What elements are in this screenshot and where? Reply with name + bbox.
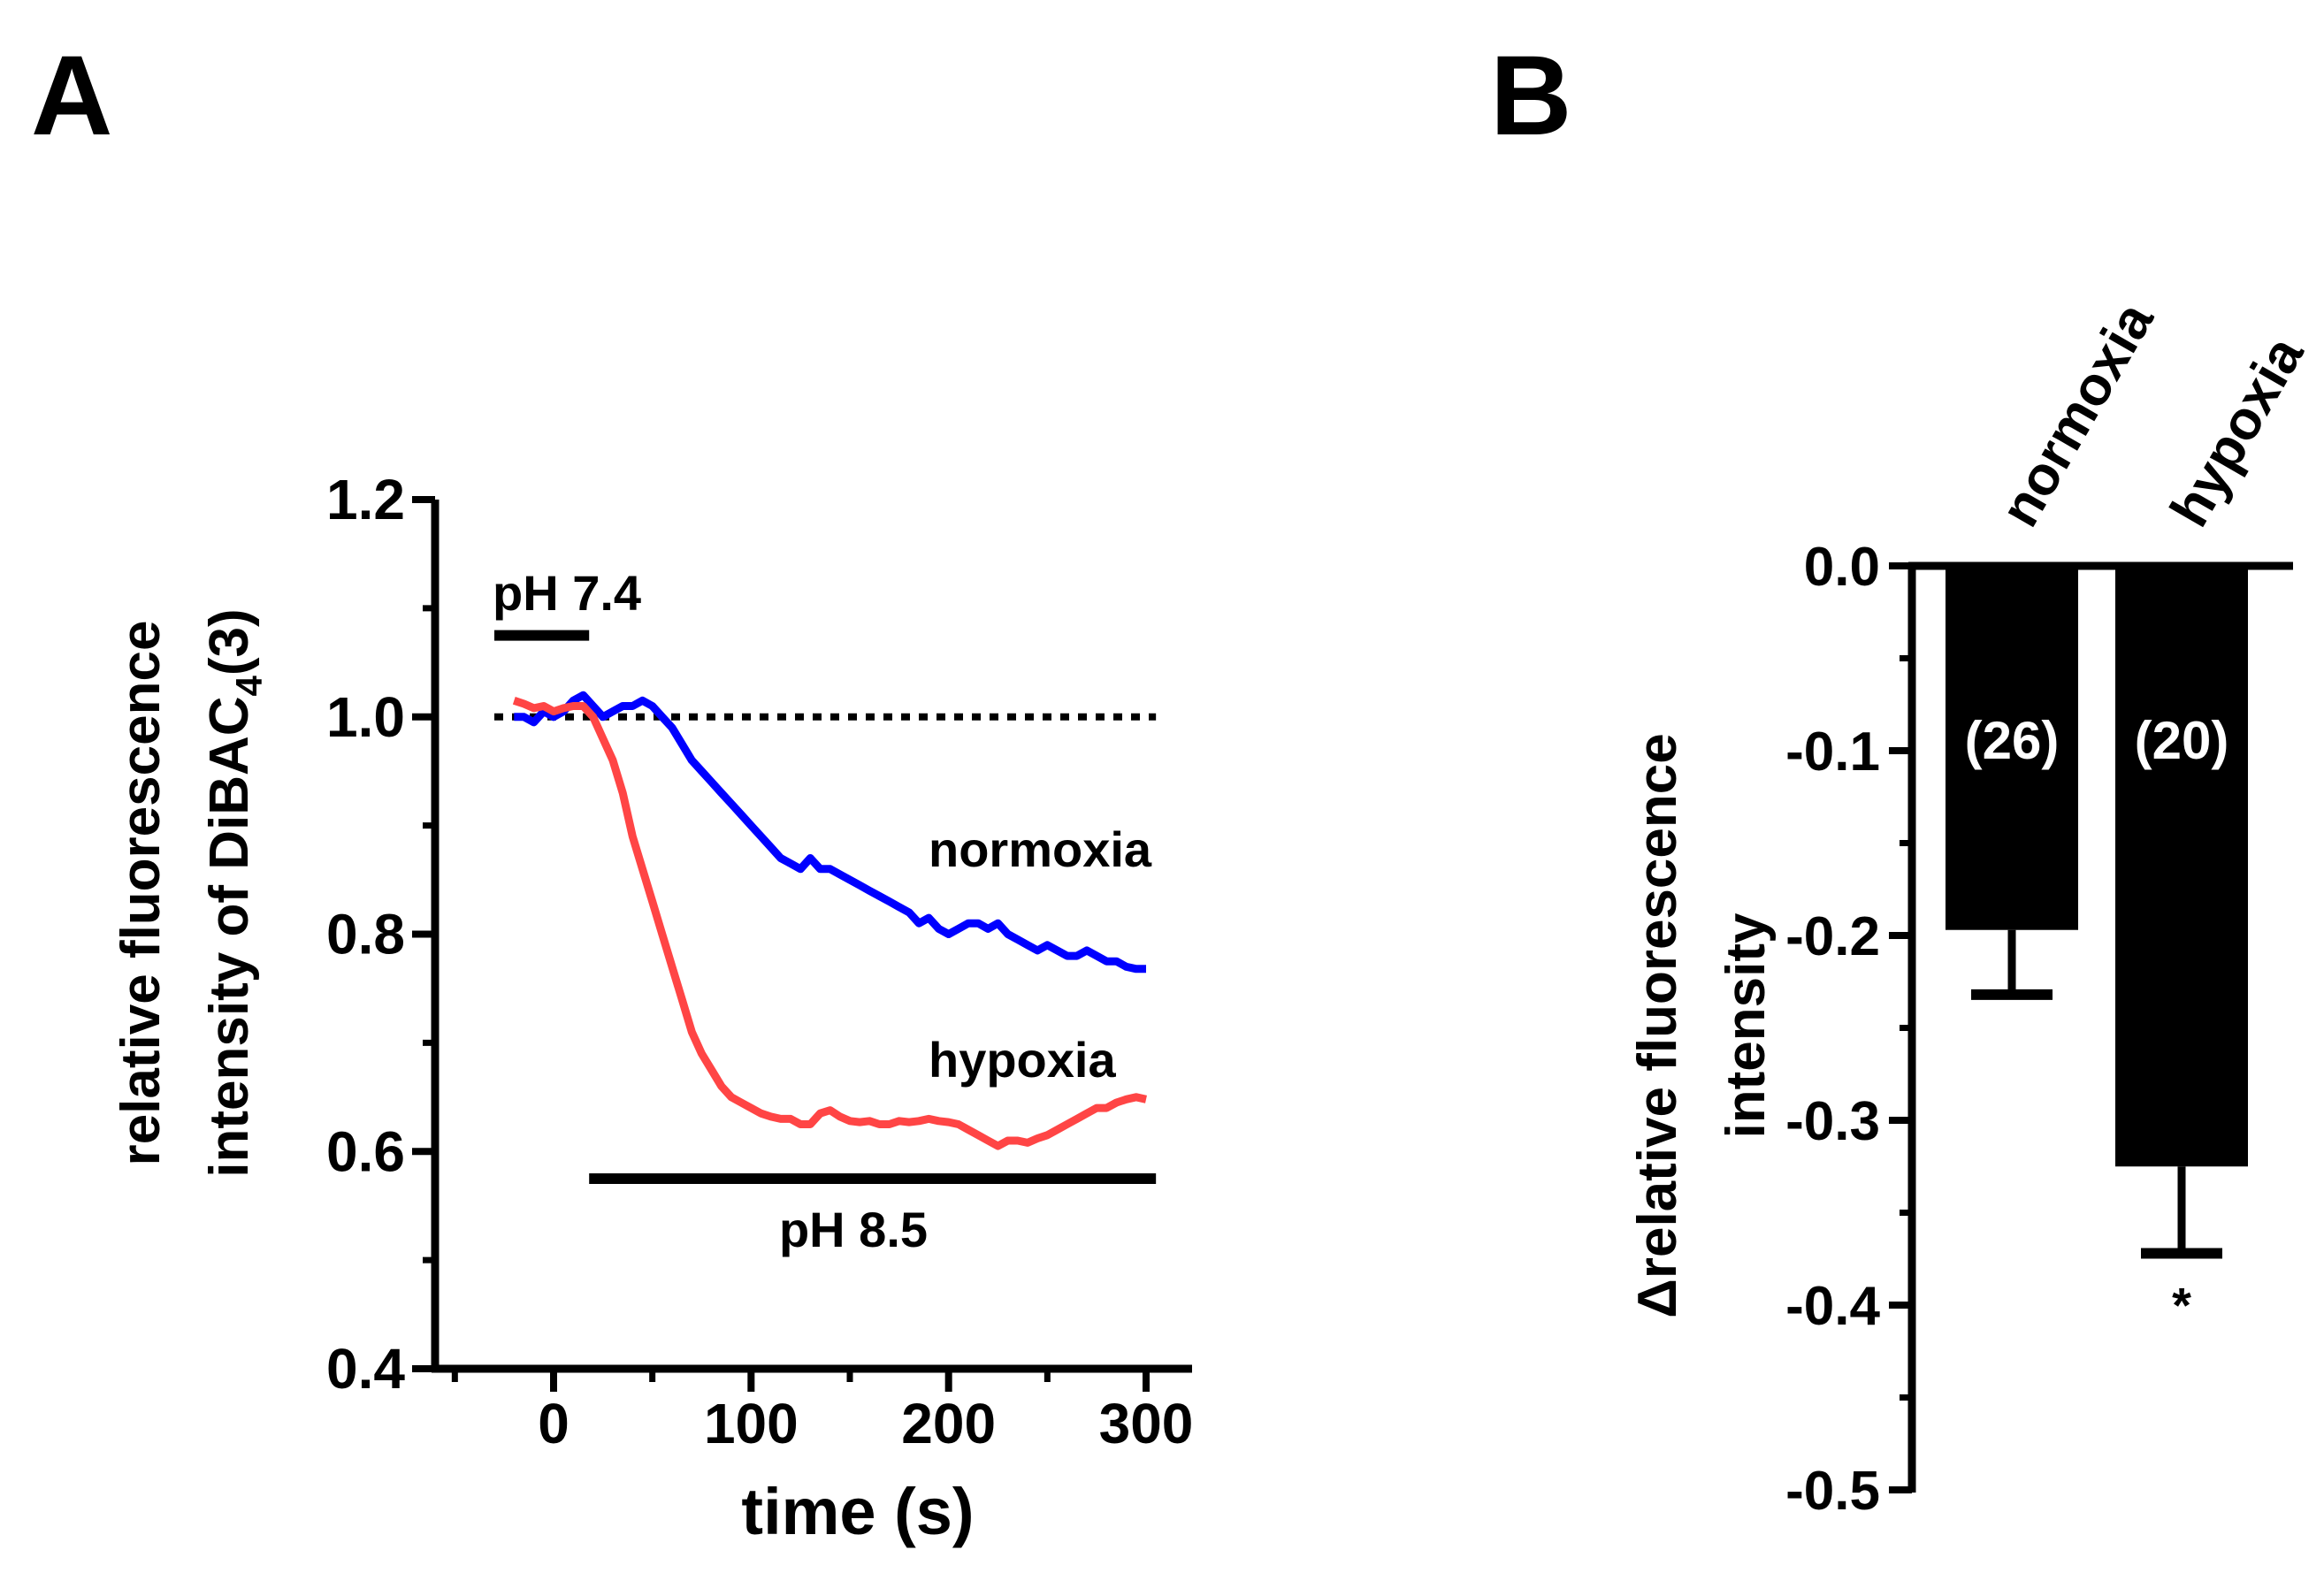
panel-a-y-axis-label-line2: intensity of DiBAC4(3) — [199, 608, 270, 1177]
panel-a-chart: 0.40.60.81.01.20 100 200 300 pH 7.4 pH 8.5 … — [111, 468, 1193, 1548]
series-line-hypoxia — [512, 697, 1147, 1150]
series-label-normoxia: normoxia — [929, 821, 1152, 877]
panel-label-b: B — [1490, 33, 1571, 159]
series-label-hypoxia: hypoxia — [929, 1032, 1116, 1088]
ph85-label: pH 8.5 — [779, 1202, 928, 1257]
panel-b-y-axis-label-line2: intensity — [1716, 912, 1777, 1138]
panel-b-y-tick-label: -0.2 — [1785, 906, 1880, 967]
category-label-hypoxia: hypoxia — [2159, 326, 2315, 537]
panel-b-y-tick-label: -0.1 — [1785, 722, 1880, 783]
panel-a-y-tick-label: 1.0 — [326, 685, 405, 749]
panel-b-y-tick-label: -0.3 — [1785, 1091, 1880, 1152]
panel-a-x-tick-label: 100 — [704, 1392, 799, 1455]
series-line-normoxia — [514, 691, 1146, 974]
panel-label-a: A — [31, 33, 112, 159]
panel-a-x-tick-label: 0 — [538, 1392, 570, 1455]
panel-b-y-tick-label: -0.5 — [1785, 1461, 1880, 1522]
n-label-normoxia: (26) — [1965, 711, 2060, 770]
panel-a-x-tick-label: 200 — [901, 1392, 996, 1455]
panel-b-chart: 0.0 -0.1 -0.2 -0.3 -0.4 -0.5 (26) normoxia (20)… — [1627, 292, 2316, 1522]
panel-a-y-axis-label-sub: 4 — [228, 675, 270, 696]
panel-a-y-axis-label-suffix: (3) — [199, 608, 260, 676]
bar-normoxia — [1946, 566, 2078, 930]
n-label-hypoxia: (20) — [2135, 711, 2229, 770]
panel-a-x-tick-label: 300 — [1099, 1392, 1194, 1455]
panel-a-y-tick-label: 0.4 — [326, 1337, 405, 1401]
ph74-label: pH 7.4 — [493, 565, 641, 621]
significance-hypoxia: * — [2172, 1277, 2191, 1332]
panel-b-y-axis-label-line1: Δrelative fluorescence — [1627, 733, 1688, 1317]
panel-a-x-axis-label: time (s) — [741, 1475, 974, 1548]
panel-b-y-tick-label: -0.4 — [1785, 1276, 1880, 1337]
panel-a-y-tick-label: 0.6 — [326, 1119, 405, 1183]
panel-a-y-axis-label-line1: relative fluorescence — [111, 621, 172, 1166]
panel-b-y-tick-label: 0.0 — [1804, 537, 1880, 598]
panel-a-ticks: 0.4 0.6 0.8 1.0 1.2 0 100 200 300 — [326, 468, 1193, 1455]
panel-a-y-tick-label: 0.8 — [326, 903, 405, 966]
panel-b-ticks: 0.0 -0.1 -0.2 -0.3 -0.4 -0.5 — [1785, 537, 1912, 1522]
panel-b-bars: (26) normoxia (20) * hypoxia — [1946, 292, 2316, 1332]
bar-hypoxia — [2115, 566, 2248, 1167]
panel-a-y-axis-label: relative fluorescence — [111, 621, 172, 1166]
category-label-normoxia: normoxia — [1989, 292, 2166, 537]
panel-a-y-axis-label-prefix: intensity of DiBAC — [199, 696, 260, 1177]
panel-a-y-tick-label: 1.2 — [326, 468, 405, 531]
